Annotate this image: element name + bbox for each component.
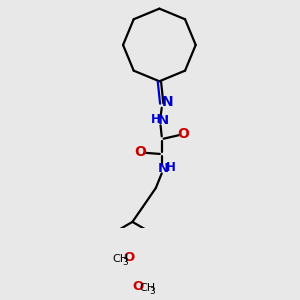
Text: N: N — [157, 162, 169, 175]
Text: 3: 3 — [149, 286, 155, 296]
Text: O: O — [177, 128, 189, 142]
Text: H: H — [151, 113, 161, 126]
Text: O: O — [135, 145, 147, 159]
Text: H: H — [166, 161, 176, 174]
Text: 3: 3 — [122, 258, 128, 267]
Text: CH: CH — [139, 283, 155, 293]
Text: N: N — [162, 95, 173, 110]
Text: N: N — [157, 114, 169, 127]
Text: O: O — [124, 251, 135, 264]
Text: CH: CH — [112, 254, 128, 264]
Text: O: O — [132, 280, 143, 293]
